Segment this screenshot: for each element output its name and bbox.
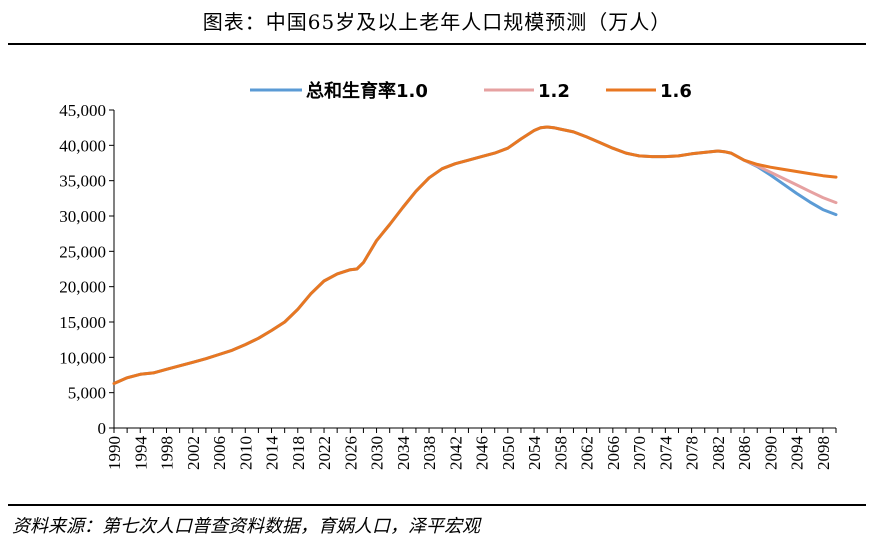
- x-tick-label: 2090: [761, 436, 780, 470]
- y-axis: 0 5,000 10,000 15,000 20,000 25,000 30,000 35,0…: [59, 101, 115, 438]
- x-tick-label: 2018: [289, 436, 308, 470]
- legend-item-1: 总和生育率1.0: [250, 80, 428, 102]
- x-tick-label: 2022: [315, 436, 334, 470]
- x-tick-label: 2006: [210, 436, 229, 470]
- x-tick-label: 2082: [709, 436, 728, 470]
- x-tick-label: 1994: [131, 436, 150, 471]
- y-tick-label: 5,000: [68, 384, 106, 403]
- legend-label: 1.6: [660, 81, 692, 102]
- x-tick-label: 2094: [788, 436, 807, 471]
- x-tick-label: 2070: [630, 436, 649, 470]
- x-tick-label: 1990: [105, 436, 124, 470]
- series-line-1: [112, 125, 838, 385]
- legend-item-3: 1.6: [606, 81, 692, 102]
- x-tick-label: 2010: [236, 436, 255, 470]
- y-tick-label: 0: [98, 419, 107, 438]
- top-divider: [8, 43, 866, 45]
- y-tick-label: 45,000: [59, 101, 106, 120]
- x-tick-label: 2002: [184, 436, 203, 470]
- x-tick-label: 2046: [473, 436, 492, 470]
- x-tick-label: 2034: [394, 436, 413, 471]
- x-tick-label: 2026: [341, 436, 360, 470]
- x-tick-label: 2098: [814, 436, 833, 470]
- x-tick-label: 2014: [263, 436, 282, 471]
- legend-label: 总和生育率1.0: [306, 80, 428, 102]
- legend-label: 1.2: [538, 81, 570, 102]
- source-note: 资料来源：第七次人口普查资料数据，育娲人口，泽平宏观: [12, 516, 480, 537]
- series-lines: [112, 125, 838, 385]
- x-tick-label: 2042: [446, 436, 465, 470]
- bottom-divider: [8, 504, 866, 506]
- chart-title: 图表：中国65岁及以上老年人口规模预测（万人）: [202, 10, 672, 34]
- y-tick-label: 15,000: [59, 313, 106, 332]
- y-tick-label: 30,000: [59, 207, 106, 226]
- x-tick-label: 2050: [499, 436, 518, 470]
- x-tick-label: 2086: [735, 436, 754, 470]
- x-tick-label: 2062: [578, 436, 597, 470]
- x-tick-label: 2054: [525, 436, 544, 471]
- x-tick-label: 2074: [656, 436, 675, 471]
- y-tick-label: 35,000: [59, 172, 106, 191]
- x-tick-label: 2066: [604, 436, 623, 470]
- x-tick-label: 2058: [551, 436, 570, 470]
- legend-item-2: 1.2: [484, 81, 570, 102]
- x-axis: 1990 1994 1998 2002 2006 2010 2014 2018 2022 2026…: [105, 427, 837, 471]
- x-tick-label: 2038: [420, 436, 439, 470]
- y-tick-label: 10,000: [59, 348, 106, 367]
- legend: 总和生育率1.0 1.2 1.6: [250, 80, 692, 102]
- x-tick-label: 1998: [158, 436, 177, 470]
- x-tick-label: 2078: [683, 436, 702, 470]
- x-tick-label: 2030: [368, 436, 387, 470]
- series-line-2: [742, 158, 838, 205]
- y-tick-label: 25,000: [59, 242, 106, 261]
- series-line-3: [112, 125, 838, 385]
- y-tick-label: 20,000: [59, 278, 106, 297]
- y-tick-label: 40,000: [59, 136, 106, 155]
